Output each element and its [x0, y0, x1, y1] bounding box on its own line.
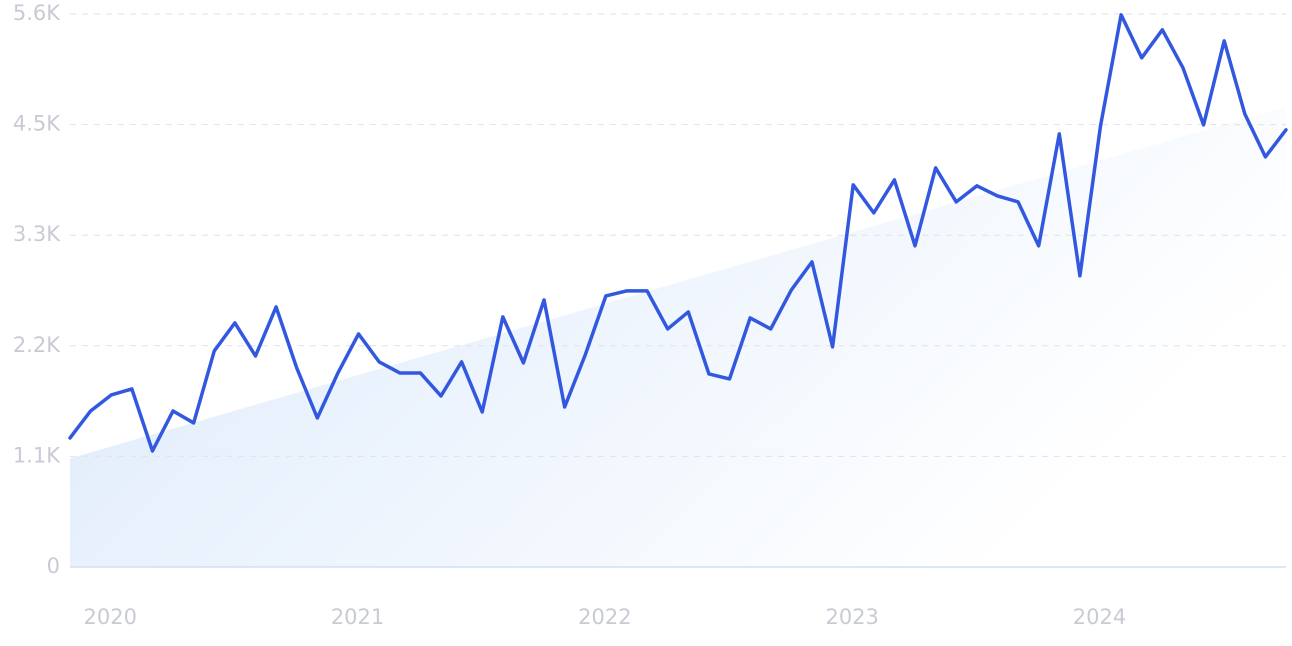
y-tick-label: 3.3K	[13, 222, 61, 246]
x-tick-label: 2022	[578, 605, 631, 629]
x-tick-label: 2021	[331, 605, 384, 629]
y-tick-label: 1.1K	[13, 443, 61, 467]
y-tick-label: 0	[47, 554, 60, 578]
x-tick-label: 2024	[1073, 605, 1126, 629]
y-tick-label: 4.5K	[13, 112, 61, 136]
y-tick-label: 2.2K	[13, 333, 61, 357]
y-tick-label: 5.6K	[13, 1, 61, 25]
series-line	[68, 13, 1288, 453]
x-tick-label: 2020	[83, 605, 136, 629]
trend-area	[70, 106, 1286, 567]
x-tick-label: 2023	[825, 605, 878, 629]
